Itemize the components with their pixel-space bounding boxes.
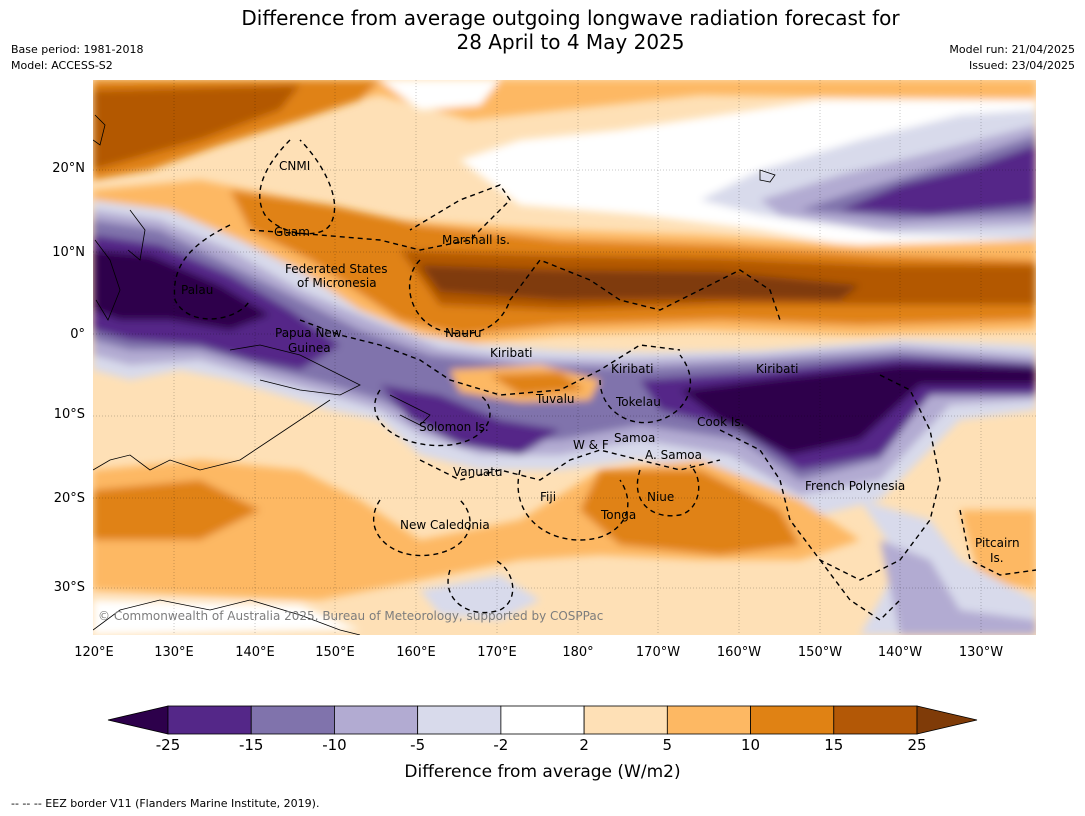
place-fsm-2: of Micronesia: [297, 276, 377, 290]
place-cook: Cook Is.: [697, 415, 745, 429]
place-wf: W & F: [573, 438, 609, 452]
colorbar-tick: 15: [824, 736, 844, 754]
colorbar-segment: [750, 705, 835, 735]
place-tonga: Tonga: [601, 508, 637, 522]
colorbar-tick: -10: [322, 736, 347, 754]
colorbar-segment: [666, 705, 751, 735]
lat-label-20n: 20°N: [52, 161, 85, 176]
colorbar-segment: [334, 705, 419, 735]
eez-borders: [173, 139, 1036, 621]
lon-label-140e: 140°E: [235, 645, 275, 660]
lon-label-130e: 130°E: [154, 645, 194, 660]
colorbar-tick: 25: [907, 736, 927, 754]
lat-label-10s: 10°S: [53, 407, 85, 422]
place-fsm-1: Federated States: [285, 262, 388, 276]
place-cnmi: CNMI: [279, 159, 311, 173]
colorbar-tick: 5: [662, 736, 673, 754]
colorbar-segments: [107, 705, 978, 735]
place-png-1: Papua New: [275, 326, 342, 340]
lon-label-140w: 140°W: [877, 645, 923, 660]
place-guam: Guam: [274, 225, 310, 239]
lat-label-30s: 30°S: [53, 580, 85, 595]
colorbar-tick: -15: [238, 736, 264, 754]
place-pitcairn-2: Is.: [990, 551, 1004, 565]
colorbar-tick: -5: [410, 736, 426, 754]
base-period-text: Base period: 1981-2018: [11, 43, 144, 56]
colorbar-extend-low: [107, 705, 169, 735]
colorbar-segment: [167, 705, 252, 735]
lon-label-160e: 160°E: [396, 645, 436, 660]
colorbar-segment: [417, 705, 502, 735]
place-nauru: Nauru: [445, 326, 482, 340]
place-asamoa: A. Samoa: [645, 448, 702, 462]
place-new-caledonia: New Caledonia: [400, 518, 490, 532]
colorbar-tick: 2: [579, 736, 589, 754]
lon-label-170e: 170°E: [477, 645, 517, 660]
anomaly-field: [93, 80, 1036, 635]
lon-label-160w: 160°W: [716, 645, 762, 660]
graticule: [93, 80, 1036, 635]
issued-text: Issued: 23/04/2025: [968, 59, 1075, 72]
place-kiribati-c: Kiribati: [611, 362, 654, 376]
place-solomon: Solomon Is.: [419, 420, 489, 434]
colorbar-tick: 10: [741, 736, 761, 754]
title-line-1: Difference from average outgoing longwav…: [241, 6, 900, 30]
coastlines: [93, 114, 776, 635]
lon-label-130w: 130°W: [958, 645, 1004, 660]
colorbar-segment: [250, 705, 335, 735]
model-run-text: Model run: 21/04/2025: [949, 43, 1075, 56]
place-samoa: Samoa: [614, 431, 656, 445]
lon-label-120e: 120°E: [74, 645, 114, 660]
copyright-text: © Commonwealth of Australia 2025, Bureau…: [98, 609, 604, 623]
lon-label-150w: 150°W: [797, 645, 843, 660]
place-png-2: Guinea: [288, 341, 331, 355]
chart-title: Difference from average outgoing longwav…: [0, 6, 1085, 54]
colorbar-segment: [583, 705, 668, 735]
place-fiji: Fiji: [540, 490, 557, 504]
lon-label-150e: 150°E: [315, 645, 355, 660]
place-marshall: Marshall Is.: [442, 233, 510, 247]
place-vanuatu: Vanuatu: [453, 465, 503, 479]
colorbar-label: Difference from average (W/m2): [404, 762, 681, 782]
colorbar-extend-high: [916, 705, 978, 735]
eez-legend-note: -- -- -- EEZ border V11 (Flanders Marine…: [11, 797, 320, 810]
colorbar-segment: [500, 705, 585, 735]
place-tokelau: Tokelau: [616, 395, 661, 409]
lat-label-20s: 20°S: [53, 491, 85, 506]
place-french-polynesia: French Polynesia: [805, 479, 906, 493]
place-kiribati-e: Kiribati: [756, 362, 799, 376]
model-text: Model: ACCESS-S2: [11, 59, 113, 72]
place-kiribati-w: Kiribati: [490, 346, 533, 360]
lat-label-0: 0°: [70, 327, 85, 342]
lon-label-180: 180°: [562, 645, 594, 660]
place-niue: Niue: [647, 490, 675, 504]
colorbar-tick: -25: [155, 736, 181, 754]
lon-label-170w: 170°W: [635, 645, 681, 660]
title-line-2: 28 April to 4 May 2025: [456, 30, 685, 54]
place-tuvalu: Tuvalu: [536, 392, 575, 406]
meta-right: Model run: 21/04/2025 Issued: 23/04/2025: [949, 42, 1075, 74]
place-pitcairn-1: Pitcairn: [975, 536, 1020, 550]
place-palau: Palau: [181, 283, 214, 297]
lat-label-10n: 10°N: [52, 245, 85, 260]
meta-left: Base period: 1981-2018 Model: ACCESS-S2: [11, 42, 143, 74]
colorbar-segment: [833, 705, 918, 735]
colorbar-tick: -2: [493, 736, 509, 754]
